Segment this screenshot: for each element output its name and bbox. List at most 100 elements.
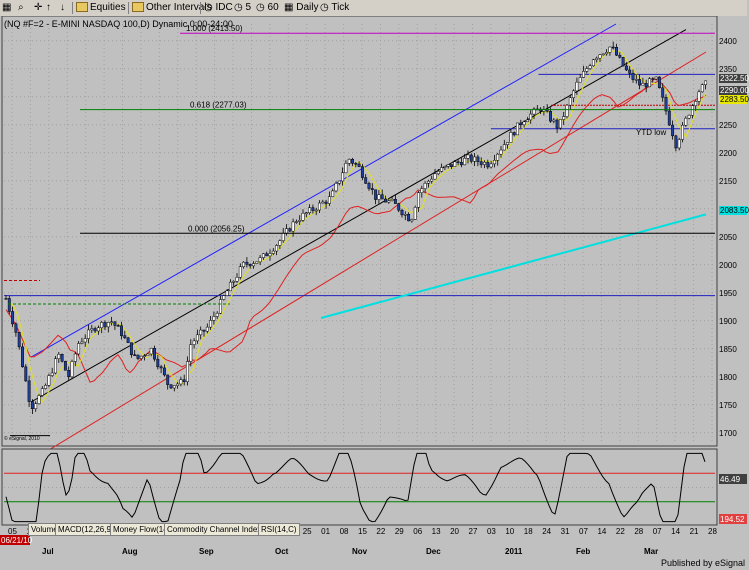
candle-up <box>255 261 259 264</box>
equities-menu[interactable]: Equities <box>76 2 126 14</box>
fib-level-0618: 0.618 (2277.03) <box>190 101 247 110</box>
candle-down <box>621 57 625 67</box>
x-day-label: 10 <box>505 527 514 536</box>
aux-tag2: 2283.50 <box>720 95 749 104</box>
candle-down <box>7 298 11 312</box>
candle-up <box>466 154 470 159</box>
x-day-label: 13 <box>432 527 441 536</box>
candle-down <box>136 354 140 359</box>
candle-up <box>473 156 477 162</box>
candle-up <box>684 117 688 126</box>
candle-up <box>690 105 694 116</box>
candle-down <box>123 335 127 339</box>
candle-up <box>110 321 114 324</box>
candle-down <box>476 156 480 162</box>
candle-down <box>24 366 28 382</box>
candle-down <box>674 135 678 149</box>
x-day-label: 18 <box>524 527 533 536</box>
candle-down <box>153 347 156 360</box>
candle-down <box>354 163 358 165</box>
equities-label: Equities <box>90 2 126 13</box>
x-day-label: 07 <box>579 527 588 536</box>
candle-up <box>37 395 41 404</box>
candle-down <box>624 65 628 71</box>
other-intervals-menu[interactable]: Other Intervals <box>132 2 212 14</box>
x-month-label: Feb <box>576 547 590 556</box>
candle-up <box>301 212 305 221</box>
interval-5-button[interactable]: ◷ 5 <box>234 2 251 14</box>
candle-up <box>420 188 424 193</box>
candle-up <box>529 113 533 121</box>
candle-down <box>27 380 31 402</box>
x-day-label: 15 <box>358 527 367 536</box>
candle-down <box>664 97 668 112</box>
candle-up <box>212 316 216 321</box>
candle-up <box>433 173 437 180</box>
red-ma-line <box>5 78 707 383</box>
arrow-up-icon[interactable]: ↑ <box>46 2 51 13</box>
candle-up <box>219 299 222 314</box>
x-month-label: Aug <box>122 547 138 556</box>
idc-button[interactable]: ◷ IDC <box>204 2 233 14</box>
candle-up <box>225 290 229 296</box>
candle-up <box>341 172 345 182</box>
candle-down <box>555 119 559 129</box>
arrow-down-icon[interactable]: ↓ <box>60 2 65 13</box>
candle-down <box>202 329 206 332</box>
osc-upper-tag-box <box>719 474 747 484</box>
candle-up <box>278 240 282 246</box>
candle-up <box>387 200 391 203</box>
candle-down <box>671 124 675 137</box>
folder-icon <box>76 2 88 13</box>
candle-up <box>304 212 308 214</box>
tick-button[interactable]: ◷ Tick <box>320 2 349 14</box>
ma-tag-box <box>719 206 747 215</box>
candle-up <box>149 347 153 355</box>
candle-down <box>512 132 516 136</box>
daily-button[interactable]: ▦ Daily <box>284 2 318 14</box>
candle-up <box>70 361 74 378</box>
candle-up <box>73 353 77 362</box>
candle-up <box>694 101 698 106</box>
candle-up <box>327 196 331 204</box>
tab-cci[interactable]: Commodity Channel Index(23,C) <box>164 523 287 536</box>
search-icon[interactable]: ⌕ <box>18 2 24 13</box>
candle-down <box>113 321 117 326</box>
candle-down <box>162 367 166 376</box>
y-tick-label: 2000 <box>719 261 737 270</box>
x-month-label: Sep <box>199 547 214 556</box>
candle-up <box>57 354 61 359</box>
clock-icon: ◷ <box>256 2 265 13</box>
tab-rsi[interactable]: RSI(14,C) <box>258 523 300 536</box>
candle-up <box>390 198 394 201</box>
y-tick-label: 2400 <box>719 37 737 46</box>
candle-down <box>384 198 387 203</box>
candle-down <box>17 332 21 348</box>
candle-up <box>417 192 420 208</box>
candle-up <box>403 214 407 216</box>
candle-down <box>311 207 315 211</box>
candle-up <box>331 190 335 197</box>
candle-down <box>103 322 107 328</box>
candle-down <box>166 374 170 385</box>
candle-down <box>644 83 648 88</box>
candle-down <box>611 46 615 49</box>
candle-up <box>258 257 262 263</box>
candle-up <box>90 328 94 331</box>
lower-channel-line <box>30 51 707 462</box>
candle-down <box>129 342 133 355</box>
candle-down <box>450 164 453 167</box>
price-chart[interactable]: 1700175018001850190019502000205021002150… <box>0 16 749 558</box>
grid-icon[interactable]: ▦ <box>2 2 12 13</box>
crosshair-icon[interactable]: ✛ <box>34 2 43 13</box>
candle-down <box>156 358 160 368</box>
x-day-label: 14 <box>597 527 606 536</box>
candle-up <box>96 327 100 332</box>
candle-up <box>281 233 285 241</box>
candle-down <box>360 166 364 178</box>
candle-up <box>294 221 298 223</box>
candle-down <box>324 201 328 204</box>
interval-60-button[interactable]: ◷ 60 <box>256 2 279 14</box>
candle-down <box>357 163 361 167</box>
tick-label: Tick <box>331 2 350 13</box>
